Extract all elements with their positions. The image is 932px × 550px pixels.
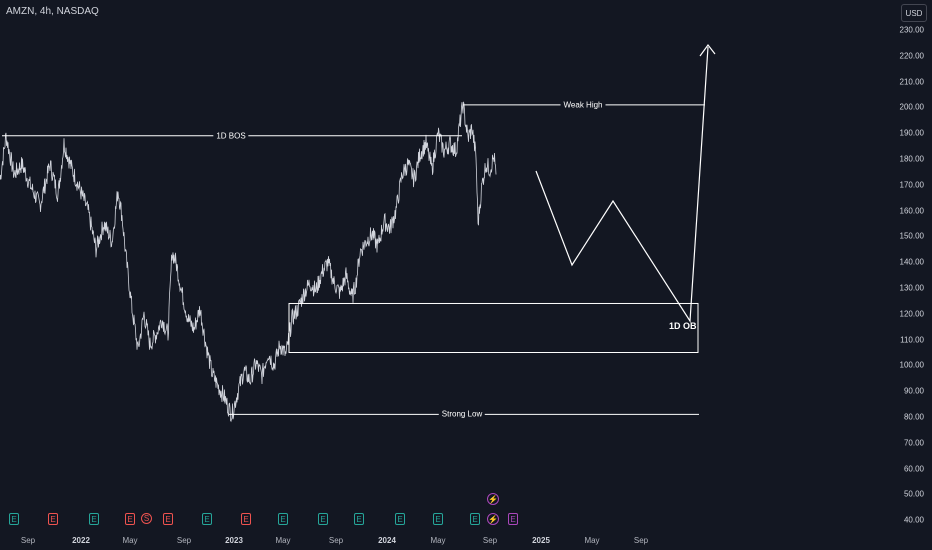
price-axis-label: 130.00 [899, 283, 924, 293]
earnings-event-icon[interactable]: E [202, 513, 212, 525]
earnings-event-icon[interactable]: E [48, 513, 58, 525]
earnings-event-icon[interactable]: E [125, 513, 135, 525]
time-axis-label: Sep [20, 536, 36, 545]
order-block-box[interactable] [288, 302, 699, 354]
time-axis-label: 2023 [225, 536, 243, 545]
price-axis-label: 220.00 [899, 51, 924, 61]
split-event-icon[interactable]: ⚡ [487, 513, 499, 525]
bos-label: 1D BOS [213, 131, 249, 141]
time-axis-label: 2024 [378, 536, 396, 545]
time-axis-label: 2025 [532, 536, 550, 545]
symbol-info[interactable]: AMZN, 4h, NASDAQ [6, 6, 99, 17]
time-axis-label: May [122, 536, 138, 545]
price-axis-label: 190.00 [899, 128, 924, 138]
time-axis-label: Sep [176, 536, 192, 545]
price-axis-label: 120.00 [899, 309, 924, 319]
time-axis-label: May [584, 536, 600, 545]
price-axis-label: 40.00 [903, 515, 924, 525]
earnings-event-icon[interactable]: E [433, 513, 443, 525]
earnings-event-icon[interactable]: E [163, 513, 173, 525]
earnings-event-icon[interactable]: E [241, 513, 251, 525]
time-axis-label: Sep [633, 536, 649, 545]
price-axis-label: 80.00 [903, 412, 924, 422]
order-block-label: 1D OB [669, 321, 697, 331]
price-axis-label: 90.00 [903, 386, 924, 396]
arrow-head-icon [699, 44, 716, 57]
earnings-event-icon[interactable]: E [508, 513, 518, 525]
price-axis-label: 100.00 [899, 360, 924, 370]
strong-low-label: Strong Low [438, 409, 486, 419]
price-axis-label: 170.00 [899, 180, 924, 190]
projection-path[interactable] [535, 46, 709, 323]
earnings-event-icon[interactable]: E [318, 513, 328, 525]
time-axis-label: 2022 [72, 536, 90, 545]
price-axis-label: 60.00 [903, 464, 924, 474]
time-axis-label: May [430, 536, 446, 545]
time-axis-label: May [275, 536, 291, 545]
split-event-icon[interactable]: ⚡ [487, 493, 499, 505]
price-axis-label: 230.00 [899, 25, 924, 35]
price-axis-label: 160.00 [899, 206, 924, 216]
earnings-event-icon[interactable]: E [89, 513, 99, 525]
price-axis-label: 70.00 [903, 438, 924, 448]
earnings-event-icon[interactable]: E [278, 513, 288, 525]
price-axis-label: 180.00 [899, 154, 924, 164]
dividend-event-icon[interactable]: S [141, 513, 152, 524]
time-axis-label: Sep [328, 536, 344, 545]
weak-high-label: Weak High [560, 100, 606, 110]
time-axis-label: Sep [482, 536, 498, 545]
price-series-line [0, 101, 497, 423]
price-axis-label: 150.00 [899, 231, 924, 241]
earnings-event-icon[interactable]: E [9, 513, 19, 525]
price-axis-label: 50.00 [903, 489, 924, 499]
earnings-event-icon[interactable]: E [470, 513, 480, 525]
price-axis-label: 140.00 [899, 257, 924, 267]
price-axis-label: 210.00 [899, 77, 924, 87]
price-axis-label: 200.00 [899, 102, 924, 112]
earnings-event-icon[interactable]: E [354, 513, 364, 525]
currency-button[interactable]: USD [901, 4, 927, 22]
price-axis-label: 110.00 [900, 335, 924, 345]
earnings-event-icon[interactable]: E [395, 513, 405, 525]
